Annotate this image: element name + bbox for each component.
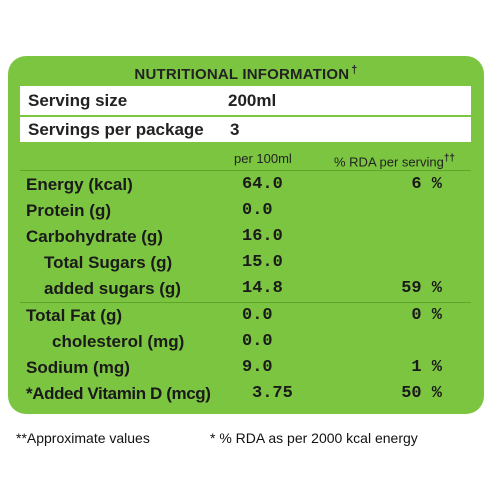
serving-divider: [20, 115, 471, 117]
nutrient-name: cholesterol (mg): [52, 332, 185, 351]
table-row: Protein (g) 0.0: [8, 198, 484, 224]
column-header-rda-text: % RDA per serving: [334, 154, 444, 170]
nutrient-per100: 16.0: [242, 227, 283, 246]
nutrient-rda: 0 %: [411, 306, 442, 325]
column-header-per100: per 100ml: [234, 151, 292, 166]
nutrient-per100: 9.0: [242, 358, 273, 377]
nutrient-name: Protein (g): [26, 201, 111, 220]
serving-size-row: Serving size 200ml: [28, 88, 468, 114]
nutrient-rda: 59 %: [401, 279, 442, 298]
column-header-rda-mark: ††: [443, 153, 455, 164]
nutrient-name: Total Sugars (g): [44, 253, 173, 272]
table-row: Total Sugars (g) 15.0: [8, 250, 484, 276]
nutrient-name: Energy (kcal): [26, 175, 133, 194]
servings-per-package-row: Servings per package 3: [28, 117, 468, 143]
nutrition-label: NUTRITIONAL INFORMATION † Serving size 20…: [8, 56, 484, 414]
table-row: Total Fat (g) 0.0 0 %: [8, 303, 484, 329]
servings-per-package-value: 3: [230, 120, 240, 139]
table-row: Energy (kcal) 64.0 6 %: [8, 172, 484, 198]
footnote-rda: * % RDA as per 2000 kcal energy: [210, 430, 418, 446]
footnote-approximate: **Approximate values: [16, 430, 150, 446]
serving-size-value: 200ml: [228, 91, 277, 110]
nutrient-rda: 50 %: [401, 384, 442, 403]
nutrient-name: Total Fat (g): [26, 306, 122, 325]
table-row: cholesterol (mg) 0.0: [8, 329, 484, 355]
label-title-text: NUTRITIONAL INFORMATION: [134, 66, 350, 83]
nutrient-per100: 0.0: [242, 201, 273, 220]
nutrient-rda: 6 %: [411, 175, 442, 194]
nutrient-name: *Added Vitamin D (mcg): [26, 384, 211, 403]
nutrient-name: Carbohydrate (g): [26, 227, 163, 246]
nutrient-per100: 0.0: [242, 332, 273, 351]
serving-info: Serving size 200ml Servings per package …: [20, 86, 471, 142]
row-divider: [20, 302, 471, 303]
serving-size-label: Serving size: [28, 91, 128, 110]
nutrient-per100: 15.0: [242, 253, 283, 272]
nutrient-per100: 3.75: [252, 384, 293, 403]
table-row: added sugars (g) 14.8 59 %: [8, 276, 484, 302]
header-divider: [20, 170, 471, 171]
table-row: Sodium (mg) 9.0 1 %: [8, 355, 484, 381]
nutrient-per100: 64.0: [242, 175, 283, 194]
nutrient-name: Sodium (mg): [26, 358, 130, 377]
nutrient-rda: 1 %: [411, 358, 442, 377]
nutrient-name: added sugars (g): [44, 279, 181, 298]
table-row: Carbohydrate (g) 16.0: [8, 224, 484, 250]
column-header-rda: % RDA per serving††: [334, 148, 455, 170]
nutrient-per100: 14.8: [242, 279, 283, 298]
label-title: NUTRITIONAL INFORMATION †: [8, 64, 484, 84]
table-row: *Added Vitamin D (mcg) 3.75 50 %: [8, 381, 484, 407]
servings-per-package-label: Servings per package: [28, 120, 204, 139]
label-title-mark: †: [351, 64, 358, 76]
nutrient-per100: 0.0: [242, 306, 273, 325]
